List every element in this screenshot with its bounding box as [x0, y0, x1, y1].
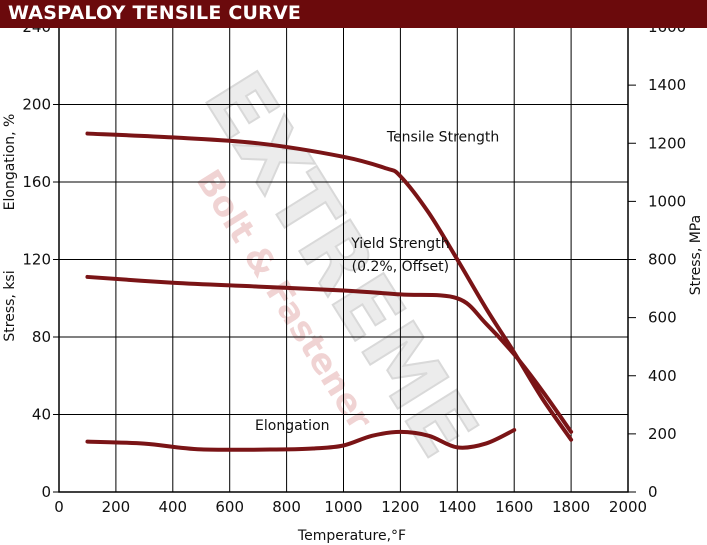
- y-tick-label: 200: [22, 96, 51, 114]
- y-right-tick-label: 400: [648, 367, 677, 385]
- annotation-yield-strength: Yield Strength: [350, 236, 449, 252]
- x-tick-label: 1200: [381, 498, 419, 516]
- y-right-tick-label: 600: [648, 309, 677, 327]
- y-axis-label-elongation: Elongation, %: [2, 114, 18, 211]
- y-right-tick-label: 800: [648, 251, 677, 269]
- series-layer: [85, 131, 574, 452]
- grid: [53, 26, 636, 493]
- y-axis-label-right: Stress, MPa: [688, 215, 704, 295]
- annotation-yield-offset: (0.2%, Offset): [352, 259, 449, 275]
- x-tick-label: 400: [158, 498, 187, 516]
- y-right-tick-label: 1200: [648, 134, 686, 152]
- yield-strength-line: [85, 274, 574, 434]
- chart-title: WASPALOY TENSILE CURVE: [8, 2, 302, 24]
- x-tick-label: 1400: [438, 498, 476, 516]
- y-right-tick-label: 0: [648, 483, 658, 501]
- x-tick-label: 0: [54, 498, 64, 516]
- x-tick-label: 1600: [495, 498, 533, 516]
- x-tick-label: 600: [215, 498, 244, 516]
- y-tick-label: 160: [22, 173, 51, 191]
- header-bar: WASPALOY TENSILE CURVE: [0, 0, 707, 28]
- x-tick-label: 1800: [552, 498, 590, 516]
- annotation-tensile-strength: Tensile Strength: [386, 129, 499, 145]
- annotation-elongation: Elongation: [255, 418, 329, 434]
- elongation-line: [85, 428, 517, 452]
- x-axis-label: Temperature,°F: [297, 528, 406, 544]
- x-tick-label: 200: [102, 498, 131, 516]
- y-right-tick-label: 1400: [648, 76, 686, 94]
- annotations: Tensile Strength Yield Strength (0.2%, Off…: [255, 129, 499, 434]
- y-right-tick-label: 200: [648, 425, 677, 443]
- y-axis-label-stress: Stress, ksi: [2, 270, 18, 341]
- y-tick-label: 40: [32, 406, 51, 424]
- x-tick-label: 800: [272, 498, 301, 516]
- y-tick-label: 80: [32, 328, 51, 346]
- x-tick-label: 2000: [609, 498, 647, 516]
- y-tick-label: 120: [22, 251, 51, 269]
- y-tick-label: 0: [41, 483, 51, 501]
- x-tick-label: 1000: [324, 498, 362, 516]
- y-right-tick-label: 1000: [648, 192, 686, 210]
